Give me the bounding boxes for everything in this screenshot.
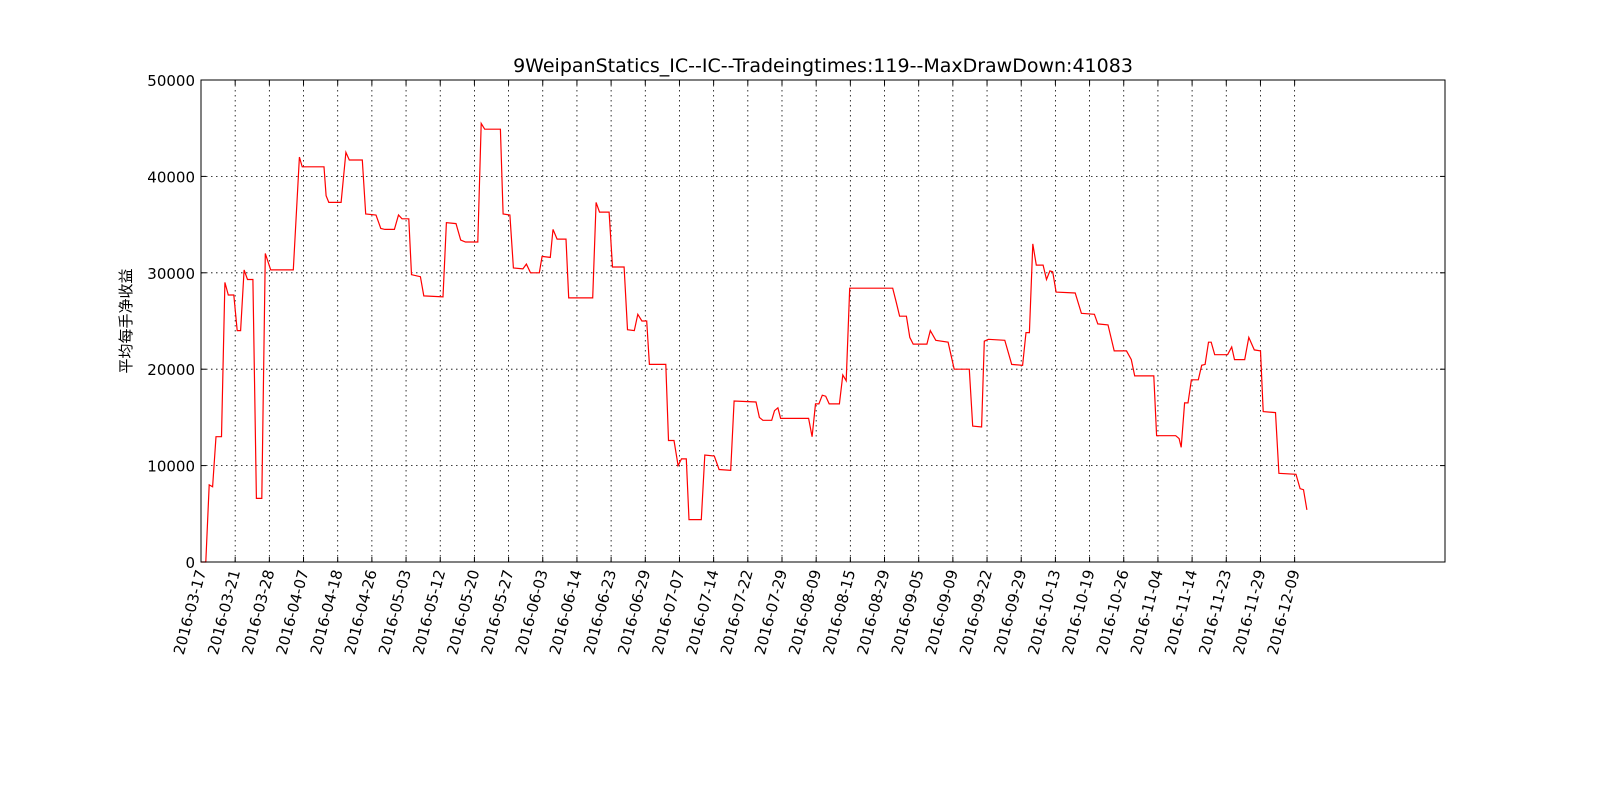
plot-frame <box>200 79 1446 563</box>
y-tick-label: 10000 <box>147 458 195 476</box>
series-line <box>201 121 1308 563</box>
chart-title: 9WeipanStatics_IC--IC--Tradeingtimes:119… <box>513 55 1133 77</box>
grid <box>201 80 1445 562</box>
y-tick-label: 20000 <box>147 361 195 379</box>
series-layer <box>201 121 1308 563</box>
y-axis-label: 平均每手净收益 <box>117 268 135 373</box>
y-tick-label: 30000 <box>147 265 195 283</box>
y-tick-label: 50000 <box>147 72 195 90</box>
y-tick-label: 40000 <box>147 168 195 186</box>
y-tick-label: 0 <box>185 554 195 572</box>
